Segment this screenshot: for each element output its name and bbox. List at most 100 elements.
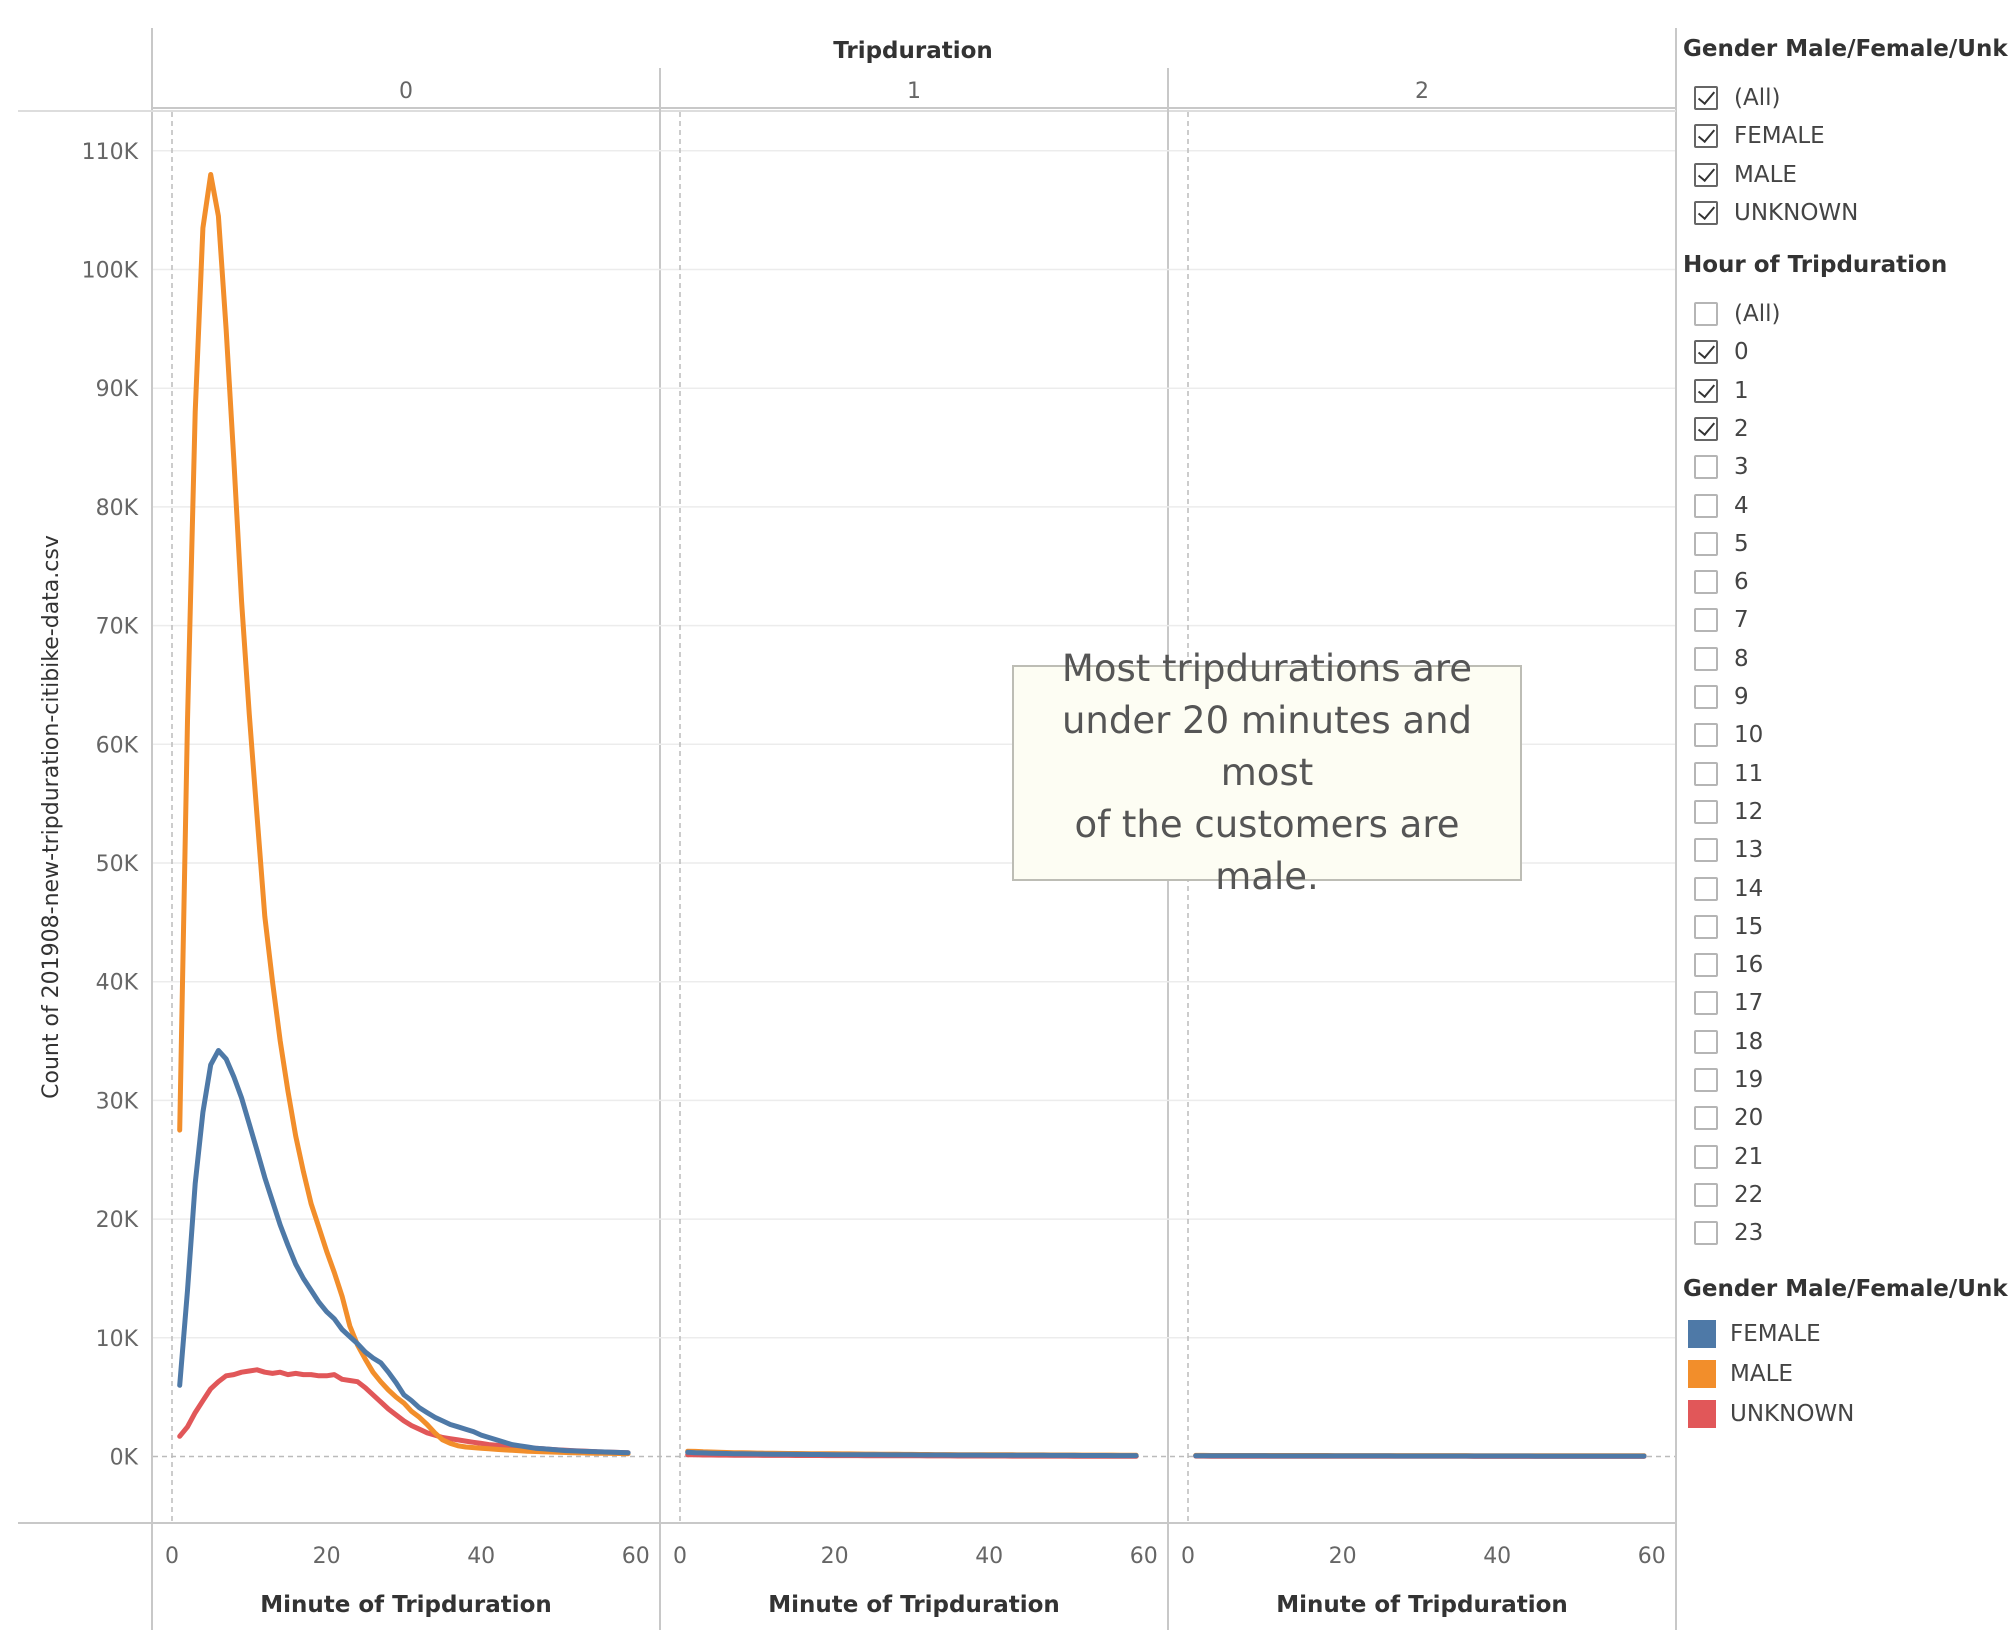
checkbox[interactable]: [1694, 1144, 1718, 1169]
checkbox[interactable]: [1694, 1029, 1718, 1054]
checkbox[interactable]: [1694, 1221, 1718, 1246]
legend-swatch: [1688, 1360, 1716, 1388]
filter-item-label: 5: [1734, 530, 1749, 557]
checkbox[interactable]: [1694, 124, 1718, 149]
y-tick-label: 20K: [96, 1208, 139, 1233]
checkbox[interactable]: [1694, 493, 1718, 518]
y-tick-label: 40K: [96, 971, 139, 996]
checkbox[interactable]: [1694, 991, 1718, 1016]
annotation-line: under 20 minutes and most: [1061, 699, 1473, 794]
checkbox[interactable]: [1694, 723, 1718, 748]
filter-item[interactable]: 8: [1694, 641, 1749, 677]
checkbox[interactable]: [1694, 761, 1718, 786]
filter-item-label: 19: [1734, 1067, 1764, 1093]
filter-item-label: UNKNOWN: [1734, 199, 1859, 226]
checkbox[interactable]: [1694, 455, 1718, 480]
checkbox[interactable]: [1694, 799, 1718, 824]
filter-item[interactable]: 6: [1694, 564, 1749, 600]
x-tick-label: 20: [821, 1544, 849, 1569]
filter-item[interactable]: 20: [1694, 1100, 1763, 1136]
checkbox[interactable]: [1694, 570, 1718, 595]
filter-item-label: MALE: [1734, 161, 1797, 188]
checkbox[interactable]: [1694, 340, 1718, 365]
checkbox[interactable]: [1694, 86, 1718, 110]
checkbox[interactable]: [1694, 1068, 1718, 1092]
checkbox[interactable]: [1694, 838, 1718, 863]
filter-item[interactable]: 15: [1694, 909, 1763, 945]
filter-item[interactable]: 10: [1694, 717, 1763, 753]
y-tick-label: 10K: [96, 1327, 139, 1352]
filter-item[interactable]: 11: [1694, 756, 1763, 792]
filter-item-label: 10: [1734, 722, 1764, 749]
filter-item[interactable]: 3: [1694, 449, 1749, 485]
y-tick-label: 50K: [96, 852, 139, 877]
checkbox[interactable]: [1694, 531, 1718, 556]
checkbox[interactable]: [1694, 953, 1718, 978]
checkbox[interactable]: [1694, 378, 1718, 403]
legend-item[interactable]: FEMALE: [1688, 1316, 1821, 1352]
filter-item[interactable]: 23: [1694, 1215, 1763, 1251]
filter-item[interactable]: 19: [1694, 1062, 1763, 1098]
checkbox[interactable]: [1694, 685, 1718, 709]
checkbox[interactable]: [1694, 1106, 1718, 1131]
filter-item[interactable]: 2: [1694, 411, 1749, 447]
filter-item[interactable]: 7: [1694, 602, 1749, 638]
filter-item[interactable]: 4: [1694, 488, 1749, 524]
panel-header-label: 2: [1415, 79, 1429, 104]
checkbox[interactable]: [1694, 162, 1718, 187]
filter-title: Gender Male/Female/Unk..: [1683, 36, 2008, 62]
filter-item[interactable]: (All): [1694, 296, 1780, 332]
filter-item[interactable]: (All): [1694, 80, 1780, 116]
x-tick-label: 0: [673, 1544, 687, 1569]
chart-labels: 0K 10K 20K 30K 40K 50K 60K 70K 80K 90K 100K 110K 0 0 2…: [39, 38, 1666, 1618]
legend-item[interactable]: UNKNOWN: [1688, 1396, 1854, 1432]
checkbox[interactable]: [1694, 302, 1718, 326]
filter-item-label: 14: [1734, 875, 1764, 902]
filter-item[interactable]: FEMALE: [1694, 118, 1825, 154]
filter-item[interactable]: 21: [1694, 1139, 1763, 1175]
legend-item[interactable]: MALE: [1688, 1356, 1793, 1392]
side-panel: Gender Male/Female/Unk.. (All) FEMALE MALE U…: [1680, 0, 2008, 1630]
annotation-box: Most tripdurations are under 20 minutes …: [1012, 647, 1522, 898]
checkbox[interactable]: [1694, 646, 1718, 671]
filter-item[interactable]: UNKNOWN: [1694, 195, 1858, 231]
filter-item[interactable]: 16: [1694, 947, 1763, 983]
checkbox[interactable]: [1694, 200, 1718, 225]
filter-item[interactable]: 9: [1694, 679, 1749, 715]
filter-item-label: 18: [1734, 1028, 1764, 1055]
filter-title: Hour of Tripduration: [1683, 252, 1948, 278]
x-tick-label: 0: [165, 1544, 179, 1569]
x-axis-title: Minute of Tripduration: [260, 1592, 552, 1618]
filter-item-label: FEMALE: [1734, 123, 1825, 150]
filter-item[interactable]: 17: [1694, 985, 1763, 1021]
filter-item[interactable]: 22: [1694, 1177, 1763, 1213]
checkbox[interactable]: [1694, 876, 1718, 901]
filter-item-label: 7: [1734, 607, 1749, 634]
filter-item-label: 13: [1734, 837, 1764, 864]
filter-item-label: (All): [1734, 301, 1781, 327]
filter-item-label: 6: [1734, 569, 1749, 596]
checkbox[interactable]: [1694, 608, 1718, 633]
filter-item[interactable]: 5: [1694, 526, 1749, 562]
filter-item[interactable]: 12: [1694, 794, 1763, 830]
x-tick-label: 60: [622, 1544, 650, 1569]
filter-item[interactable]: MALE: [1694, 157, 1797, 193]
y-tick-label: 80K: [96, 496, 139, 521]
y-tick-label: 0K: [110, 1446, 139, 1471]
checkbox[interactable]: [1694, 416, 1718, 441]
y-tick-label: 60K: [96, 733, 139, 758]
series-line-unknown: [177, 1367, 631, 1456]
filter-item-label: 8: [1734, 645, 1749, 672]
filter-item-label: 11: [1734, 760, 1764, 787]
y-tick-label: 90K: [96, 377, 139, 402]
checkbox[interactable]: [1694, 914, 1718, 939]
filter-item[interactable]: 13: [1694, 832, 1763, 868]
filter-item[interactable]: 0: [1694, 334, 1749, 370]
x-axis-title: Minute of Tripduration: [768, 1592, 1060, 1618]
legend-title: Gender Male/Female/Unk..: [1683, 1276, 2008, 1302]
filter-item[interactable]: 1: [1694, 373, 1749, 409]
checkbox[interactable]: [1694, 1182, 1718, 1207]
filter-item[interactable]: 18: [1694, 1024, 1763, 1060]
filter-item-label: 22: [1734, 1181, 1764, 1208]
filter-item[interactable]: 14: [1694, 871, 1763, 907]
